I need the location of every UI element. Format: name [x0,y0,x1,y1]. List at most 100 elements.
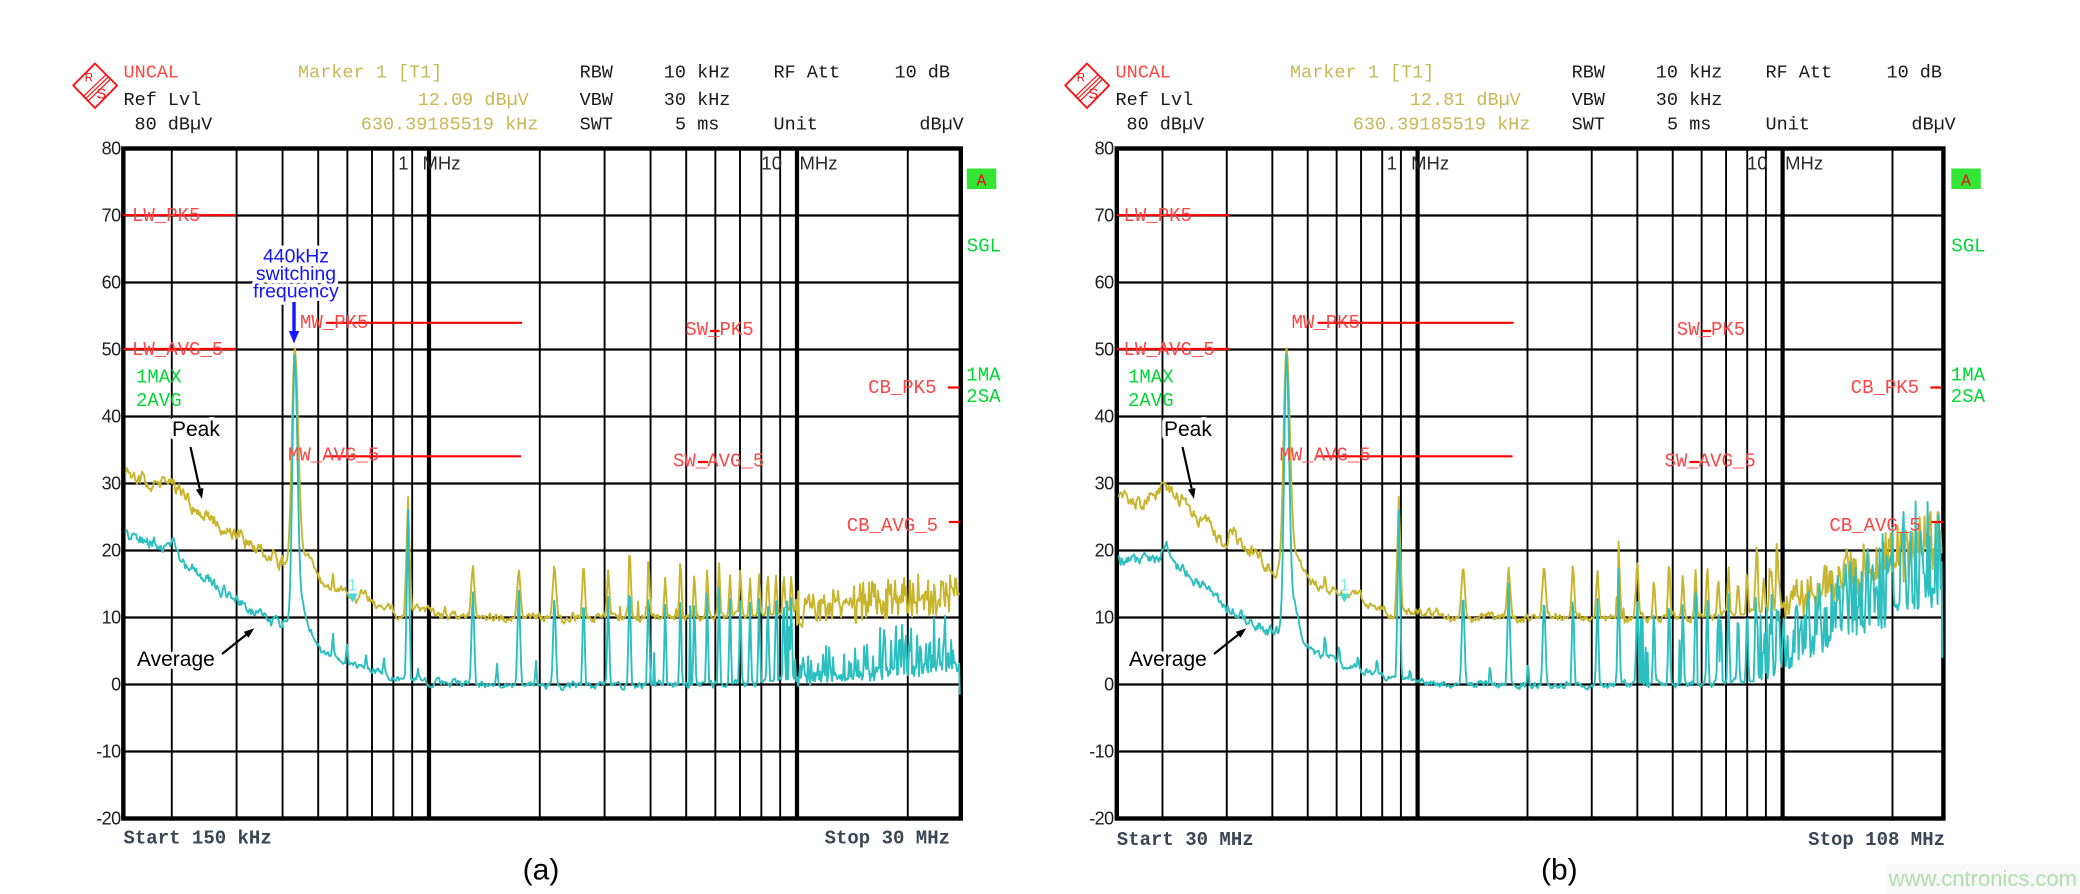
svg-text:VBW: VBW [1572,90,1606,111]
svg-text:Peak: Peak [1164,418,1212,441]
svg-text:2SA: 2SA [1951,386,1986,408]
svg-text:MW_AVG_5: MW_AVG_5 [288,445,379,467]
svg-text:CB_AVG_5: CB_AVG_5 [847,515,938,537]
svg-text:RBW: RBW [1572,63,1606,84]
svg-text:LW_PK5: LW_PK5 [1124,205,1192,227]
svg-text:10: 10 [1095,608,1114,628]
svg-text:Unit: Unit [774,115,818,136]
svg-text:5 ms: 5 ms [1667,115,1711,136]
svg-text:Start 150 kHz: Start 150 kHz [124,828,272,850]
svg-text:Average: Average [1129,648,1207,671]
svg-text:30: 30 [1095,474,1114,494]
svg-text:SGL: SGL [967,236,1001,258]
svg-text:UNCAL: UNCAL [1116,63,1172,84]
svg-text:switching: switching [256,263,336,285]
svg-text:2SA: 2SA [966,386,1001,408]
svg-text:MW_AVG_5: MW_AVG_5 [1280,445,1371,467]
svg-text:80: 80 [102,139,121,159]
svg-text:10 dB: 10 dB [1886,63,1942,84]
svg-text:Peak: Peak [172,418,220,441]
svg-text:Average: Average [137,648,215,671]
svg-text:MHz: MHz [800,153,838,174]
svg-text:switching: switching [256,263,336,285]
svg-text:2AVG: 2AVG [136,390,182,412]
svg-text:SWT: SWT [580,115,613,136]
svg-text:0: 0 [111,675,121,695]
svg-text:(a): (a) [523,854,560,887]
svg-text:R: R [85,73,93,85]
svg-text:R: R [1077,73,1085,85]
svg-text:Start 30 MHz: Start 30 MHz [1117,829,1254,851]
svg-text:SW_PK5: SW_PK5 [1677,319,1745,341]
svg-text:50: 50 [102,340,121,360]
svg-text:frequency: frequency [253,281,339,303]
svg-text:440kHz: 440kHz [263,246,329,268]
svg-text:Marker 1 [T1]: Marker 1 [T1] [298,63,442,84]
svg-text:MW_PK5: MW_PK5 [300,312,368,334]
svg-text:UNCAL: UNCAL [124,63,180,84]
svg-text:80: 80 [1095,139,1114,159]
svg-text:SW_PK5: SW_PK5 [685,319,753,341]
svg-text:30 kHz: 30 kHz [1656,90,1723,111]
svg-text:10: 10 [761,153,782,174]
svg-text:80 dBµV: 80 dBµV [135,115,213,136]
svg-text:630.39185519 kHz: 630.39185519 kHz [361,115,539,136]
svg-text:-10: -10 [96,742,121,762]
svg-text:10 kHz: 10 kHz [664,63,731,84]
svg-text:Average: Average [137,648,215,671]
svg-text:MHz: MHz [1785,153,1823,174]
svg-text:CB_AVG_5: CB_AVG_5 [1829,515,1920,537]
svg-text:Stop 108 MHz: Stop 108 MHz [1808,829,1945,851]
svg-text:20: 20 [102,541,121,561]
svg-text:Average: Average [1129,648,1207,671]
svg-text:A: A [977,172,987,191]
svg-text:Unit: Unit [1766,115,1810,136]
svg-text:10: 10 [1747,153,1768,174]
svg-text:RBW: RBW [580,63,614,84]
svg-text:60: 60 [1095,273,1114,293]
svg-text:440kHz: 440kHz [263,246,329,268]
svg-text:LW_AVG_5: LW_AVG_5 [1124,339,1215,361]
svg-text:1MA: 1MA [1951,365,1986,387]
svg-text:dBµV: dBµV [1911,115,1955,136]
svg-text:www.cntronics.com: www.cntronics.com [1888,866,2077,891]
svg-text:frequency: frequency [253,281,339,303]
svg-text:60: 60 [102,273,121,293]
svg-text:CB_PK5: CB_PK5 [1851,377,1919,399]
svg-text:10 kHz: 10 kHz [1656,63,1723,84]
svg-text:12.09 dBµV: 12.09 dBµV [418,90,529,111]
svg-text:dBµV: dBµV [919,115,963,136]
svg-text:1: 1 [398,153,408,174]
svg-text:Peak: Peak [1164,418,1212,441]
svg-text:S: S [96,86,106,103]
svg-text:-20: -20 [96,809,121,829]
svg-text:-10: -10 [1089,742,1114,762]
svg-text:(b): (b) [1541,854,1578,887]
svg-text:630.39185519 kHz: 630.39185519 kHz [1353,115,1531,136]
svg-text:SGL: SGL [1951,236,1985,258]
svg-text:VBW: VBW [580,90,614,111]
svg-text:30: 30 [102,474,121,494]
svg-text:MHz: MHz [423,153,461,174]
svg-text:S: S [1088,86,1098,103]
svg-text:Ref Lvl: Ref Lvl [124,90,202,111]
svg-text:SW_AVG_5: SW_AVG_5 [673,451,764,473]
svg-text:1: 1 [1387,153,1397,174]
svg-text:Ref Lvl: Ref Lvl [1116,90,1194,111]
svg-text:30 kHz: 30 kHz [664,90,731,111]
svg-text:1MAX: 1MAX [1128,367,1174,389]
svg-text:5 ms: 5 ms [675,115,719,136]
svg-text:RF Att: RF Att [774,63,841,84]
svg-text:A: A [1961,172,1971,191]
svg-text:MW_PK5: MW_PK5 [1292,312,1360,334]
svg-text:Stop 30 MHz: Stop 30 MHz [825,828,950,850]
svg-text:10 dB: 10 dB [894,63,950,84]
svg-text:80 dBµV: 80 dBµV [1127,115,1205,136]
svg-text:12.81 dBµV: 12.81 dBµV [1410,90,1521,111]
svg-text:LW_PK5: LW_PK5 [132,205,200,227]
svg-text:70: 70 [102,206,121,226]
svg-text:1MAX: 1MAX [136,367,182,389]
svg-text:-20: -20 [1089,809,1114,829]
svg-text:RF Att: RF Att [1766,63,1833,84]
svg-text:50: 50 [1095,340,1114,360]
